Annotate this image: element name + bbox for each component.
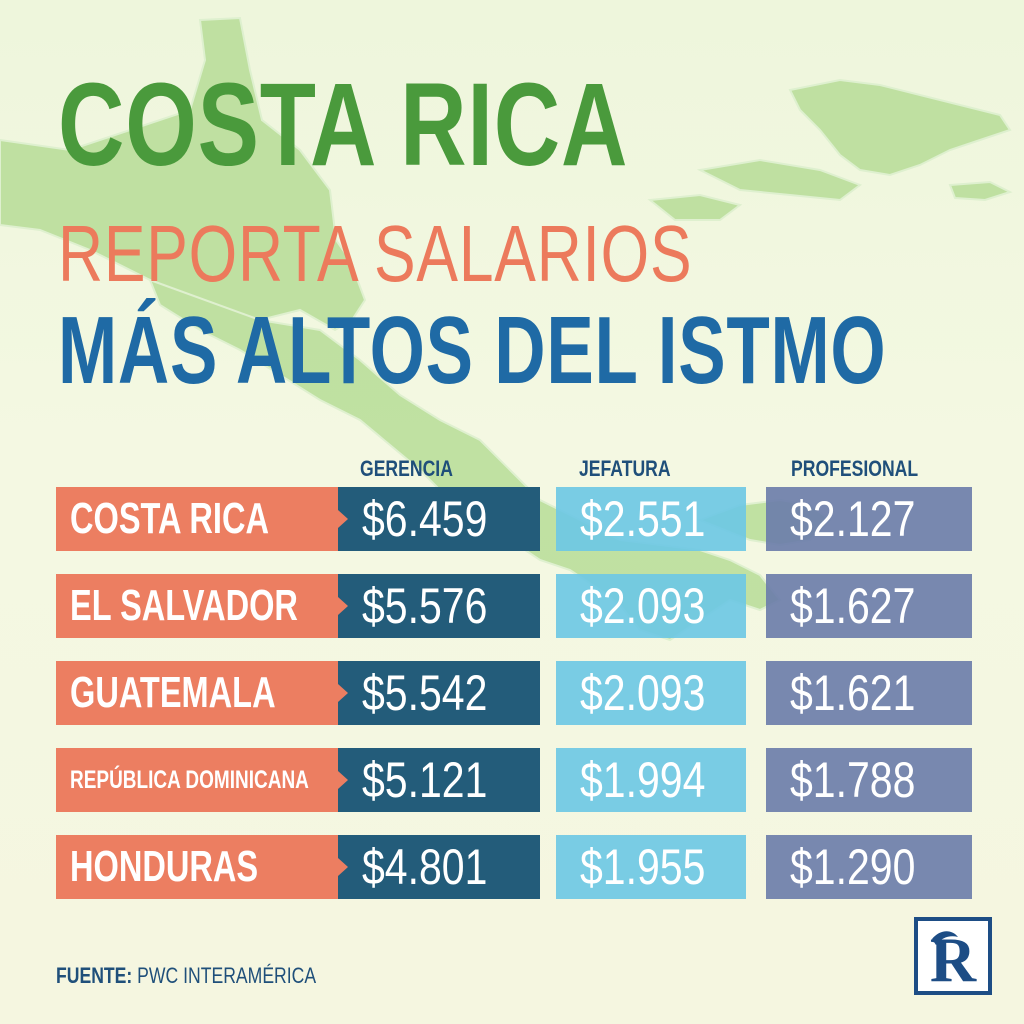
country-label: REPÚBLICA DOMINICANA	[56, 748, 341, 812]
cuba-shape	[696, 158, 863, 202]
table-row: EL SALVADOR $5.576 $2.093 $1.627	[56, 574, 972, 638]
column-header-gerencia: GERENCIA	[360, 456, 453, 481]
country-label: HONDURAS	[56, 835, 341, 899]
jamaica-shape	[647, 193, 743, 221]
r-logo-icon: R	[914, 917, 992, 995]
table-row: GUATEMALA $5.542 $2.093 $1.621	[56, 661, 972, 725]
logo-leaf	[932, 931, 958, 945]
profesional-value: $1.621	[766, 661, 972, 725]
gerencia-value: $6.459	[338, 487, 540, 551]
jefatura-value: $2.093	[556, 574, 746, 638]
jefatura-value: $1.955	[556, 835, 746, 899]
source-credit: FUENTE: PWC INTERAMÉRICA	[56, 963, 316, 989]
r-logo-glyph: R	[930, 924, 977, 995]
jefatura-value: $1.994	[556, 748, 746, 812]
source-label: FUENTE:	[56, 963, 133, 988]
puerto-rico-shape	[948, 180, 1013, 202]
gerencia-value: $5.576	[338, 574, 540, 638]
gerencia-value: $4.801	[338, 835, 540, 899]
country-label: EL SALVADOR	[56, 574, 341, 638]
hispaniola-shape	[788, 78, 1012, 177]
jefatura-value: $2.093	[556, 661, 746, 725]
profesional-value: $1.290	[766, 835, 972, 899]
table-row: COSTA RICA $6.459 $2.551 $2.127	[56, 487, 972, 551]
profesional-value: $2.127	[766, 487, 972, 551]
mexico-yucatan-shape	[0, 16, 367, 332]
profesional-value: $1.627	[766, 574, 972, 638]
profesional-value: $1.788	[766, 748, 972, 812]
column-header-profesional: PROFESIONAL	[791, 456, 919, 481]
gerencia-value: $5.542	[338, 661, 540, 725]
jefatura-value: $2.551	[556, 487, 746, 551]
table-row: REPÚBLICA DOMINICANA $5.121 $1.994 $1.78…	[56, 748, 972, 812]
table-row: HONDURAS $4.801 $1.955 $1.290	[56, 835, 972, 899]
source-text: PWC INTERAMÉRICA	[137, 963, 317, 988]
country-label: GUATEMALA	[56, 661, 341, 725]
title-line-3: MÁS ALTOS DEL ISTMO	[58, 297, 887, 404]
title-line-1: COSTA RICA	[58, 59, 629, 191]
country-label: COSTA RICA	[56, 487, 341, 551]
gerencia-value: $5.121	[338, 748, 540, 812]
column-header-jefatura: JEFATURA	[579, 456, 671, 481]
title-line-2: REPORTA SALARIOS	[58, 209, 693, 298]
